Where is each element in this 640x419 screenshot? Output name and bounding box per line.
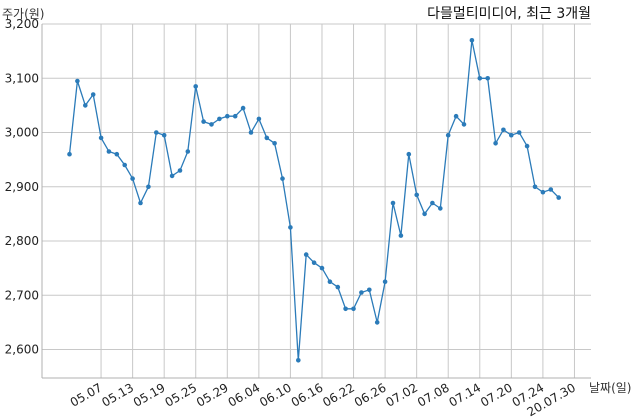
data-point [343,306,348,312]
price-series-points [67,38,561,363]
y-tick-label: 2,900 [5,180,39,194]
x-tick-label: 06.10 [257,380,294,409]
data-point [319,265,325,271]
data-point [122,162,127,168]
y-tick-label: 3,200 [5,17,39,31]
data-point [225,113,230,119]
data-point [106,149,112,154]
data-point [493,141,498,146]
data-point [445,132,451,138]
data-point [130,176,135,181]
x-tick-label: 07.02 [383,380,420,409]
data-point [90,92,96,97]
data-point [430,200,435,206]
data-point [217,116,222,122]
data-point [272,141,277,146]
data-point [138,200,143,206]
chart-title: 다믈멀티미디어, 최근 3개월 [427,6,591,22]
data-point [154,130,159,135]
data-point [209,122,214,127]
data-point [288,225,293,230]
data-point [532,184,538,190]
data-point [382,279,388,285]
x-tick-label: 07.14 [447,380,484,409]
data-point [556,195,561,200]
data-point [359,290,364,295]
x-tick-label: 07.20 [478,380,515,409]
data-point [169,173,175,179]
data-point [177,168,183,173]
data-point [438,206,443,211]
data-point [193,84,198,89]
data-point [296,358,301,363]
data-point [414,192,420,198]
data-point [264,135,270,141]
x-tick-label: 05.25 [162,380,199,409]
data-point [75,78,80,84]
y-tick-label: 2,700 [5,288,39,302]
data-point [240,105,246,111]
data-point [280,176,285,181]
y-tick-label: 3,100 [5,71,39,85]
y-tick-label: 2,800 [5,234,39,248]
axes [41,24,591,379]
data-point [390,200,396,206]
data-point [501,127,506,133]
data-point [161,132,167,138]
data-point [548,187,554,192]
x-axis-label: 날짜(일) [589,381,631,395]
x-tick-label: 05.19 [131,380,168,409]
data-point [524,143,530,149]
data-point [351,306,356,312]
x-tick-label: 05.13 [99,380,136,409]
x-tick-label: 06.22 [320,380,357,409]
x-tick-label: 06.16 [289,380,326,409]
data-point [335,284,341,290]
data-point [256,116,262,122]
data-point [398,233,404,238]
data-point [311,260,317,266]
x-tick-label: 06.26 [352,380,389,409]
data-point [485,76,491,81]
data-point [201,119,206,124]
data-point [367,287,372,293]
x-tick-label: 07.08 [415,380,452,409]
data-point [374,320,380,325]
data-point [185,149,191,154]
data-point [146,184,151,190]
y-tick-label: 2,600 [5,343,39,357]
data-point [67,151,72,157]
x-tick-label: 05.07 [68,380,105,409]
data-point [327,279,333,285]
y-tick-labels: 2,600 2,700 2,800 2,900 3,000 3,100 3,200 [5,17,39,357]
x-tick-label: 06.04 [226,380,263,409]
data-point [477,76,483,81]
data-point [469,38,475,43]
data-point [114,151,120,157]
data-point [453,113,459,119]
data-point [98,135,104,141]
data-point [406,151,412,157]
data-point [83,103,88,108]
data-point [509,132,514,138]
data-point [248,130,254,135]
grid [42,23,591,378]
data-point [422,211,427,217]
data-point [516,130,522,135]
data-point [232,113,238,119]
data-point [461,122,467,127]
data-point [540,189,546,195]
data-point [303,252,309,257]
price-series-line [68,40,560,361]
x-tick-label: 05.29 [194,380,231,409]
x-tick-labels: 05.0705.1305.1905.2505.2906.0406.1006.16… [68,380,578,419]
y-axis-label: 주가(원) [2,7,44,21]
y-tick-label: 3,000 [5,126,39,140]
